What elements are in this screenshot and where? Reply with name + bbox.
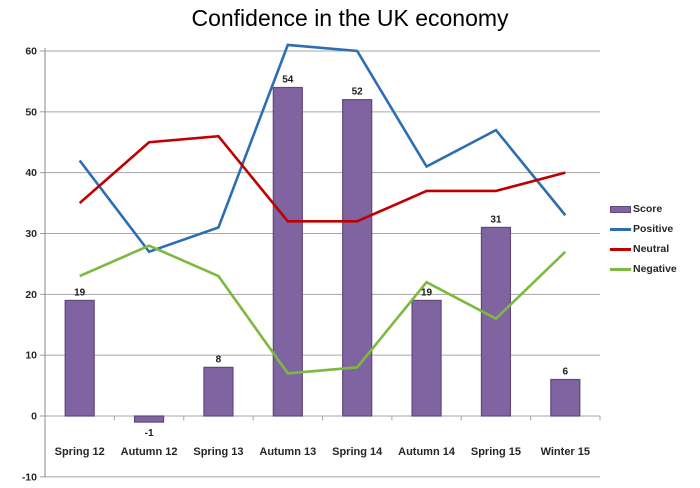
legend-label-negative: Negative — [633, 263, 677, 275]
legend-label-score: Score — [633, 203, 663, 215]
legend-item-positive: Positive — [610, 223, 677, 236]
legend-label-positive: Positive — [633, 223, 674, 235]
bar-value-label-autumn-14: 19 — [421, 287, 433, 298]
score-bar-autumn-13 — [272, 86, 303, 417]
bar-value-label-winter-15: 6 — [563, 367, 569, 378]
negative-line — [79, 244, 567, 375]
score-bar-spring-14 — [342, 99, 373, 417]
score-bar-spring-12 — [64, 299, 95, 417]
legend-item-negative: Negative — [610, 263, 677, 276]
bar-value-label-spring-15: 31 — [490, 214, 502, 225]
y-tick-label-40: 40 — [25, 167, 37, 179]
score-bar-autumn-14 — [411, 299, 442, 417]
y-tick-label-30: 30 — [25, 228, 37, 240]
legend-item-neutral: Neutral — [610, 243, 677, 256]
y-tick-label-0: 0 — [31, 411, 37, 423]
bar-value-label-autumn-13: 54 — [282, 75, 294, 86]
legend: Score Positive Neutral Negative — [610, 203, 677, 276]
x-category-label-winter-15: Winter 15 — [541, 446, 590, 458]
legend-swatch-negative-icon — [610, 268, 631, 271]
legend-item-score: Score — [610, 203, 677, 216]
positive-line — [78, 43, 567, 254]
bar-value-label-spring-13: 8 — [216, 354, 222, 365]
y-tick-label-20: 20 — [25, 289, 37, 301]
neutral-line — [78, 134, 566, 223]
y-tick-label-50: 50 — [25, 106, 37, 118]
x-category-label-autumn-13: Autumn 13 — [259, 446, 316, 458]
score-bar-autumn-12 — [133, 415, 165, 423]
bar-value-label-autumn-12: -1 — [145, 428, 154, 439]
x-category-label-spring-12: Spring 12 — [55, 446, 105, 458]
x-category-label-spring-14: Spring 14 — [332, 446, 383, 458]
score-bar-spring-15 — [480, 226, 512, 417]
score-bar-spring-13 — [203, 366, 234, 417]
x-category-label-autumn-12: Autumn 12 — [121, 446, 178, 458]
bar-value-label-spring-14: 52 — [352, 87, 364, 98]
legend-swatch-positive-icon — [610, 228, 631, 231]
legend-swatch-score-icon — [610, 206, 631, 213]
x-category-label-spring-15: Spring 15 — [471, 446, 521, 458]
y-tick-label-10: 10 — [25, 350, 37, 362]
x-category-label-spring-13: Spring 13 — [193, 446, 243, 458]
x-category-label-autumn-14: Autumn 14 — [398, 446, 456, 458]
bar-value-label-spring-12: 19 — [74, 287, 86, 298]
chart-title: Confidence in the UK economy — [191, 5, 509, 31]
y-tick-label--10: -10 — [22, 471, 37, 483]
y-tick-label-60: 60 — [25, 46, 37, 58]
score-bar-winter-15 — [550, 378, 581, 417]
legend-label-neutral: Neutral — [633, 243, 670, 255]
legend-swatch-neutral-icon — [610, 248, 631, 251]
